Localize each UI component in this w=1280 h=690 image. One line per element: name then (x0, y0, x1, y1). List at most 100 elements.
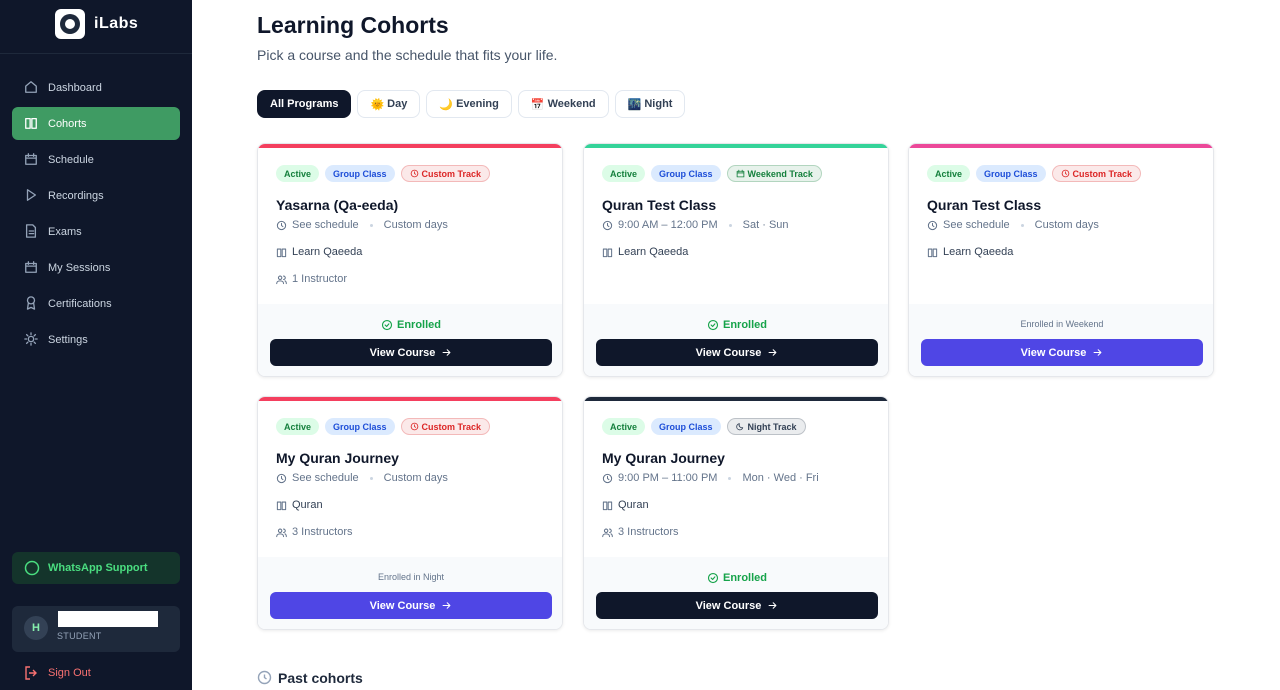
past-title: Past cohorts (278, 670, 363, 686)
icon (927, 220, 938, 230)
enrollment-label: Enrolled (722, 572, 767, 584)
schedule: See schedule (943, 219, 1010, 231)
icon (26, 296, 36, 310)
course-row: Learn Qaeeda (927, 246, 1013, 258)
nav-item[interactable]: Cohorts (12, 107, 180, 140)
icon (410, 422, 418, 431)
logo (55, 9, 85, 39)
icon (381, 319, 393, 331)
track-badge: Custom Track (400, 165, 491, 182)
schedule-row: See schedule Custom days (276, 472, 448, 484)
nav-item[interactable]: Schedule (12, 143, 180, 176)
dot-separator (369, 223, 373, 227)
filter-label: Day (387, 98, 408, 110)
icon (442, 349, 451, 356)
schedule: 9:00 PM – 11:00 PM (618, 472, 718, 484)
brand: iLabs (94, 15, 139, 32)
schedule: See schedule (292, 219, 359, 231)
instructors: 3 Instructors (292, 526, 353, 538)
days: Mon · Wed · Fri (742, 472, 819, 484)
past-icon (257, 670, 272, 685)
enrollment-label: Enrolled in Weekend (1020, 319, 1104, 329)
card-footer: Enrolled in Night View Course (258, 557, 562, 629)
days: Custom days (383, 219, 448, 231)
support-link[interactable]: WhatsApp Support (12, 552, 180, 584)
days: Custom days (1034, 219, 1099, 231)
view-course-button[interactable]: View Course (596, 339, 878, 366)
view-course-button[interactable]: View Course (270, 339, 552, 366)
view-course-button[interactable]: View Course (921, 339, 1203, 366)
course: Learn Qaeeda (618, 246, 689, 258)
schedule-row: 9:00 AM – 12:00 PM Sat · Sun (602, 219, 789, 231)
enrollment: Enrolled (584, 572, 888, 584)
nav-item[interactable]: Certifications (12, 287, 180, 320)
enrollment-label: Enrolled (396, 319, 441, 331)
separator (0, 53, 192, 54)
course-row: Quran (276, 499, 323, 511)
filter-icon: 📅 (530, 98, 545, 111)
cohort-card: Active Group Class Weekend Track Quran Test… (583, 143, 889, 377)
nav-label: Exams (48, 225, 82, 238)
signout-icon (25, 666, 37, 680)
icon (736, 169, 744, 178)
status-badge: Active (602, 165, 646, 182)
badges: Active Group Class Custom Track (927, 165, 1142, 182)
nav-item[interactable]: Settings (12, 323, 180, 356)
sign-out[interactable]: Sign Out (48, 667, 91, 679)
cohort-card: Active Group Class Custom Track Quran Test … (908, 143, 1214, 377)
cohort-title: Quran Test Class (927, 197, 1042, 213)
icon (276, 528, 287, 537)
filter-label: All Programs (270, 98, 339, 110)
cohort-title: My Quran Journey (276, 450, 399, 466)
icon (1093, 349, 1102, 356)
icon (602, 220, 613, 230)
filter-pill[interactable]: 🌞 Day (357, 90, 421, 118)
icon (25, 224, 37, 238)
card-footer: Enrolled View Course (584, 557, 888, 629)
page-subtitle: Pick a course and the schedule that fits… (257, 47, 558, 63)
nav-label: My Sessions (48, 261, 111, 274)
nav-item[interactable]: Exams (12, 215, 180, 248)
icon (602, 501, 613, 510)
nav-label: Dashboard (48, 81, 102, 94)
status-badge: Active (602, 418, 646, 435)
icon (442, 602, 451, 609)
track-label: Night Track (747, 421, 797, 432)
nav-label: Schedule (48, 153, 94, 166)
button-label: View Course (369, 346, 436, 359)
view-course-button[interactable]: View Course (270, 592, 552, 619)
icon (276, 473, 287, 483)
status-badge: Active (276, 165, 320, 182)
course: Learn Qaeeda (943, 246, 1014, 258)
nav-item[interactable]: Recordings (12, 179, 180, 212)
filter-pill[interactable]: 🌃 Night (614, 90, 686, 118)
type-badge: Group Class (325, 165, 395, 182)
nav-item[interactable]: My Sessions (12, 251, 180, 284)
filter-icon: 🌃 (627, 98, 642, 111)
schedule-row: See schedule Custom days (276, 219, 448, 231)
icon (276, 275, 287, 284)
cohort-card: Active Group Class Custom Track Yasarna (Qa… (257, 143, 563, 377)
avatar: H (24, 616, 48, 640)
cohort-title: Quran Test Class (602, 197, 717, 213)
nav-label: Cohorts (48, 117, 87, 130)
filter-pill[interactable]: 📅 Weekend (517, 90, 609, 118)
badges: Active Group Class Custom Track (276, 418, 491, 435)
icon (410, 169, 418, 178)
card-footer: Enrolled View Course (258, 304, 562, 376)
enrollment: Enrolled (584, 319, 888, 331)
course-row: Learn Qaeeda (602, 246, 688, 258)
filter-pill[interactable]: All Programs (257, 90, 352, 118)
schedule-row: See schedule Custom days (927, 219, 1099, 231)
filters: All Programs 🌞 Day 🌙 Evening 📅 Weekend 🌃 Night (257, 90, 686, 118)
days: Sat · Sun (742, 219, 789, 231)
view-course-button[interactable]: View Course (596, 592, 878, 619)
filter-label: Night (644, 98, 673, 110)
icon (735, 423, 743, 431)
enrollment: Enrolled (258, 319, 562, 331)
track-badge: Custom Track (400, 418, 491, 435)
dot-separator (728, 476, 732, 480)
filter-pill[interactable]: 🌙 Evening (426, 90, 512, 118)
redacted-name (58, 611, 158, 627)
nav-item[interactable]: Dashboard (12, 71, 180, 104)
